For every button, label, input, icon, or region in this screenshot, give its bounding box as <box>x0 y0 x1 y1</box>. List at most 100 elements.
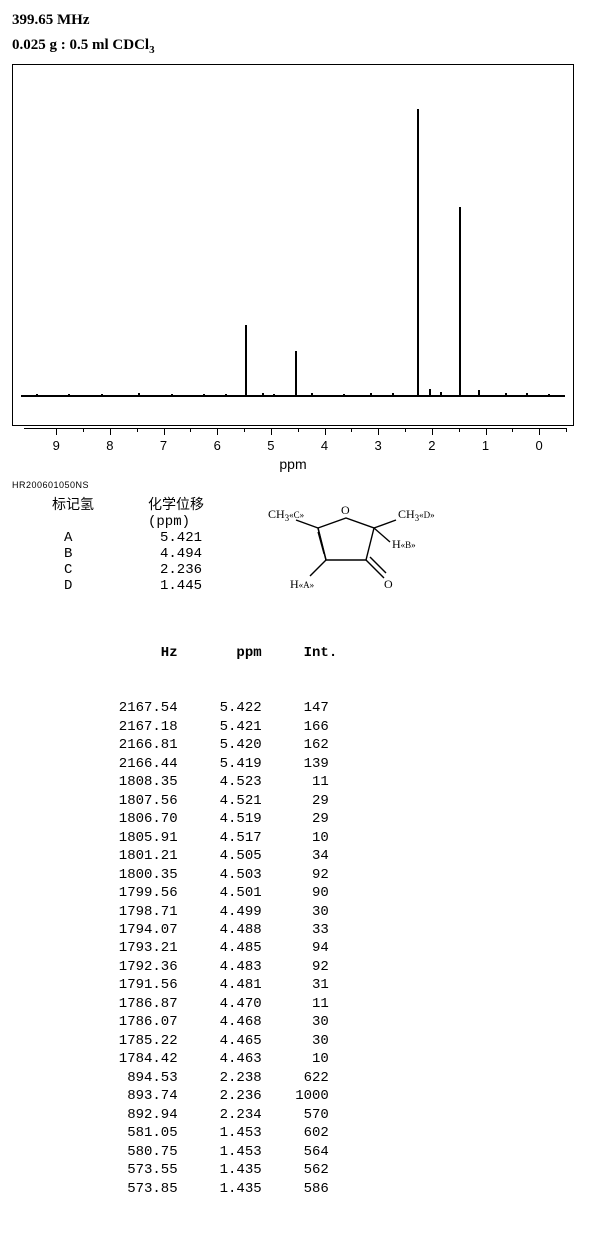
axis-tick <box>164 428 165 435</box>
spectrum-noise <box>526 393 528 397</box>
shift-row: C2.236 <box>52 562 250 578</box>
axis-minor-tick <box>137 428 138 432</box>
peak-row: 573.85 1.435 586 <box>102 1180 583 1198</box>
peak-row: 1806.70 4.519 29 <box>102 810 583 828</box>
shift-row: D1.445 <box>52 578 250 594</box>
peak-row: 1794.07 4.488 33 <box>102 921 583 939</box>
peak-row: 1800.35 4.503 92 <box>102 866 583 884</box>
spectrum-noise <box>505 393 507 397</box>
axis-tick <box>432 428 433 435</box>
axis-tick <box>325 428 326 435</box>
o-ring-label: O <box>341 503 350 517</box>
peak-row: 580.75 1.453 564 <box>102 1143 583 1161</box>
o-carbonyl-label: O <box>384 577 393 591</box>
carbonyl-bond2 <box>370 557 386 573</box>
axis-tick-label: 8 <box>106 438 113 453</box>
axis-minor-tick <box>244 428 245 432</box>
axis-tick-label: 2 <box>428 438 435 453</box>
ring-icon <box>318 518 374 560</box>
spectrum-peak <box>245 325 247 397</box>
shift-row: B4.494 <box>52 546 250 562</box>
molecule-structure: CH3«C» O CH3«D» H«B» H«A» O <box>256 500 436 605</box>
spectrum-noise <box>311 393 313 397</box>
peak-row: 2166.81 5.420 162 <box>102 736 583 754</box>
axis-tick-label: 5 <box>267 438 274 453</box>
axis-tick <box>378 428 379 435</box>
axis-tick-label: 6 <box>214 438 221 453</box>
ha-bond <box>310 560 326 576</box>
spectrum-peak <box>295 351 297 397</box>
shift-label: A <box>52 530 160 546</box>
spectrum-noise <box>36 394 38 397</box>
header-sample-sub: 3 <box>149 44 155 56</box>
spectrum-noise <box>392 393 394 397</box>
molecule-svg: CH3«C» O CH3«D» H«B» H«A» O <box>256 500 436 600</box>
spectrum-peak <box>417 109 419 397</box>
spectrum-noise <box>478 390 480 397</box>
double-bond <box>318 532 324 554</box>
peak-row: 1792.36 4.483 92 <box>102 958 583 976</box>
bond <box>318 528 326 560</box>
peak-row: 1807.56 4.521 29 <box>102 792 583 810</box>
axis-tick <box>271 428 272 435</box>
peak-row: 1798.71 4.499 30 <box>102 903 583 921</box>
axis-tick-label: 4 <box>321 438 328 453</box>
axis-tick <box>486 428 487 435</box>
axis-tick <box>539 428 540 435</box>
peak-data-table: Hz ppm Int. 2167.54 5.422 147 2167.18 5.… <box>102 607 583 1216</box>
peak-row: 581.05 1.453 602 <box>102 1124 583 1142</box>
peak-row: 1785.22 4.465 30 <box>102 1032 583 1050</box>
spectrum-noise <box>273 394 275 397</box>
peak-row: 892.94 2.234 570 <box>102 1106 583 1124</box>
axis-minor-tick <box>190 428 191 432</box>
peak-table-body: 2167.54 5.422 147 2167.18 5.421 166 2166… <box>102 699 583 1198</box>
spectrum-noise <box>343 394 345 397</box>
peak-row: 893.74 2.236 1000 <box>102 1087 583 1105</box>
header-sample: 0.025 g : 0.5 ml CDCl3 <box>12 37 583 56</box>
peak-row: 1801.21 4.505 34 <box>102 847 583 865</box>
spectrum-noise <box>101 394 103 397</box>
axis-minor-tick <box>298 428 299 432</box>
shift-label: C <box>52 562 160 578</box>
peak-row: 1786.07 4.468 30 <box>102 1013 583 1031</box>
peak-row: 1786.87 4.470 11 <box>102 995 583 1013</box>
shift-value: 1.445 <box>160 578 250 594</box>
axis-minor-tick <box>83 428 84 432</box>
axis-title: ppm <box>279 456 306 472</box>
spectrum-noise <box>548 394 550 397</box>
peak-row: 573.55 1.435 562 <box>102 1161 583 1179</box>
axis-tick <box>217 428 218 435</box>
axis-tick-label: 9 <box>53 438 60 453</box>
peak-row: 1791.56 4.481 31 <box>102 976 583 994</box>
peak-row: 1799.56 4.501 90 <box>102 884 583 902</box>
shift-label: D <box>52 578 160 594</box>
axis-tick <box>56 428 57 435</box>
axis-minor-tick <box>512 428 513 432</box>
axis-minor-tick <box>459 428 460 432</box>
spectrum-noise <box>138 393 140 397</box>
peak-row: 1808.35 4.523 11 <box>102 773 583 791</box>
axis-minor-tick <box>405 428 406 432</box>
spectrum-noise <box>171 394 173 397</box>
axis-tick-label: 1 <box>482 438 489 453</box>
axis-minor-tick <box>566 428 567 432</box>
spectrum-noise <box>440 392 442 397</box>
shift-value: 2.236 <box>160 562 250 578</box>
spectrum-noise <box>262 393 264 397</box>
ha-label: H«A» <box>290 577 314 591</box>
spectrum-noise <box>429 389 431 397</box>
axis-tick-label: 7 <box>160 438 167 453</box>
x-axis: 9876543210 ppm <box>12 428 574 478</box>
shift-table: 标记氢 化学位移(ppm) A5.421B4.494C2.236D1.445 <box>52 494 250 605</box>
nmr-spectrum <box>12 64 574 426</box>
shift-col2-header: 化学位移(ppm) <box>148 494 238 530</box>
axis-tick-label: 3 <box>375 438 382 453</box>
peak-row: 2167.18 5.421 166 <box>102 718 583 736</box>
spectrum-peak <box>459 207 461 397</box>
spectrum-noise <box>203 394 205 397</box>
ch3-right-bond <box>374 520 396 528</box>
shift-rows: A5.421B4.494C2.236D1.445 <box>52 530 250 594</box>
peak-row: 1805.91 4.517 10 <box>102 829 583 847</box>
peak-row: 2166.44 5.419 139 <box>102 755 583 773</box>
shift-col1-header: 标记氢 <box>52 494 148 530</box>
